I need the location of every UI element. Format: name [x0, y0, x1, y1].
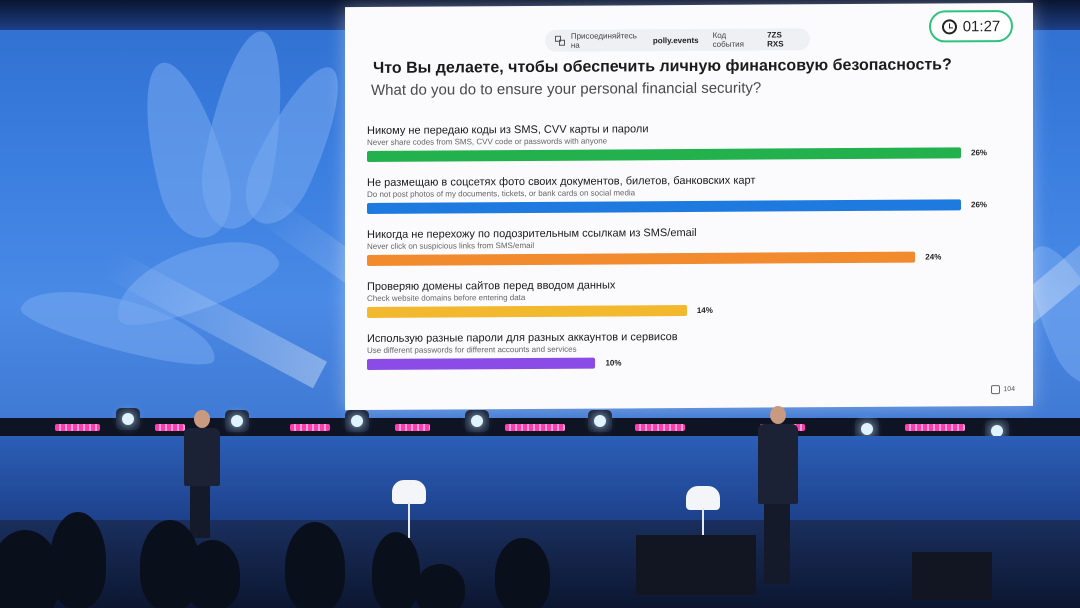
- chair-leg: [408, 502, 410, 538]
- stage-spotlight: [345, 410, 369, 432]
- option-bar: [367, 304, 687, 318]
- option-percent: 14%: [696, 305, 713, 315]
- chair-leg: [702, 508, 704, 544]
- option-bar: [367, 146, 961, 162]
- option-percent: 26%: [971, 199, 988, 209]
- stage-front: [0, 436, 1080, 526]
- led-strip: [635, 424, 685, 431]
- qr-code-icon: [555, 36, 565, 46]
- countdown-timer: 01:27: [929, 10, 1013, 43]
- audience-member: [50, 512, 106, 608]
- timer-value: 01:27: [962, 17, 1001, 35]
- stage-spotlight: [855, 418, 879, 440]
- stage-spotlight: [116, 408, 140, 430]
- speaker-legs: [190, 486, 210, 538]
- alarm-clock-icon: [941, 18, 957, 34]
- audience-member: [185, 540, 240, 608]
- speaker-legs: [764, 504, 790, 584]
- led-strip: [395, 424, 430, 431]
- stage-spotlight: [588, 410, 612, 432]
- led-strip: [290, 424, 330, 431]
- option-percent: 26%: [971, 147, 988, 157]
- option-percent: 24%: [925, 251, 942, 262]
- white-chair: [392, 480, 426, 504]
- response-count: 104: [991, 385, 1015, 395]
- stage-box: [636, 535, 756, 595]
- stage-box: [912, 552, 992, 600]
- poll-option: Никогда не перехожу по подозрительным сс…: [367, 225, 1007, 277]
- led-strip: [55, 424, 100, 431]
- stage-spotlight: [225, 410, 249, 432]
- speaker-head: [770, 406, 786, 424]
- led-strip: [905, 424, 965, 431]
- join-code-label: Код события: [712, 30, 744, 49]
- poll-option: Использую разные пароли для разных аккау…: [367, 329, 1007, 381]
- led-strip: [155, 424, 185, 431]
- response-count-value: 104: [1003, 386, 1015, 394]
- join-code-value: 7ZS RXS: [767, 30, 784, 49]
- option-bar: [367, 357, 596, 370]
- poll-option: Никому не передаю коды из SMS, CVV карты…: [367, 121, 1007, 173]
- audience-member: [372, 532, 420, 608]
- white-chair: [686, 486, 720, 510]
- stage-spotlight: [465, 410, 489, 432]
- speaker-body: [758, 424, 798, 504]
- option-percent: 10%: [605, 357, 622, 368]
- join-brand: polly.events: [652, 35, 699, 45]
- participants-icon: [991, 385, 1001, 395]
- question-en: What do you do to ensure your personal f…: [371, 79, 762, 99]
- poll-option: Проверяю домены сайтов перед вводом данн…: [367, 277, 1007, 329]
- option-bar: [367, 198, 961, 214]
- join-bar: Присоединяйтесь на polly.events Код собы…: [545, 28, 810, 52]
- speaker-body: [184, 428, 220, 486]
- speaker-head: [194, 410, 210, 428]
- led-strip: [505, 424, 565, 431]
- join-text: Присоединяйтесь на: [570, 31, 637, 50]
- option-bar: [367, 251, 916, 266]
- poll-slide: Присоединяйтесь на polly.events Код собы…: [345, 2, 1033, 411]
- poll-option: Не размещаю в соцсетях фото своих докуме…: [367, 173, 1007, 225]
- audience-member: [415, 564, 465, 608]
- question-ru: Что Вы делаете, чтобы обеспечить личную …: [373, 56, 952, 77]
- audience-member: [495, 538, 550, 608]
- audience-member: [285, 522, 345, 608]
